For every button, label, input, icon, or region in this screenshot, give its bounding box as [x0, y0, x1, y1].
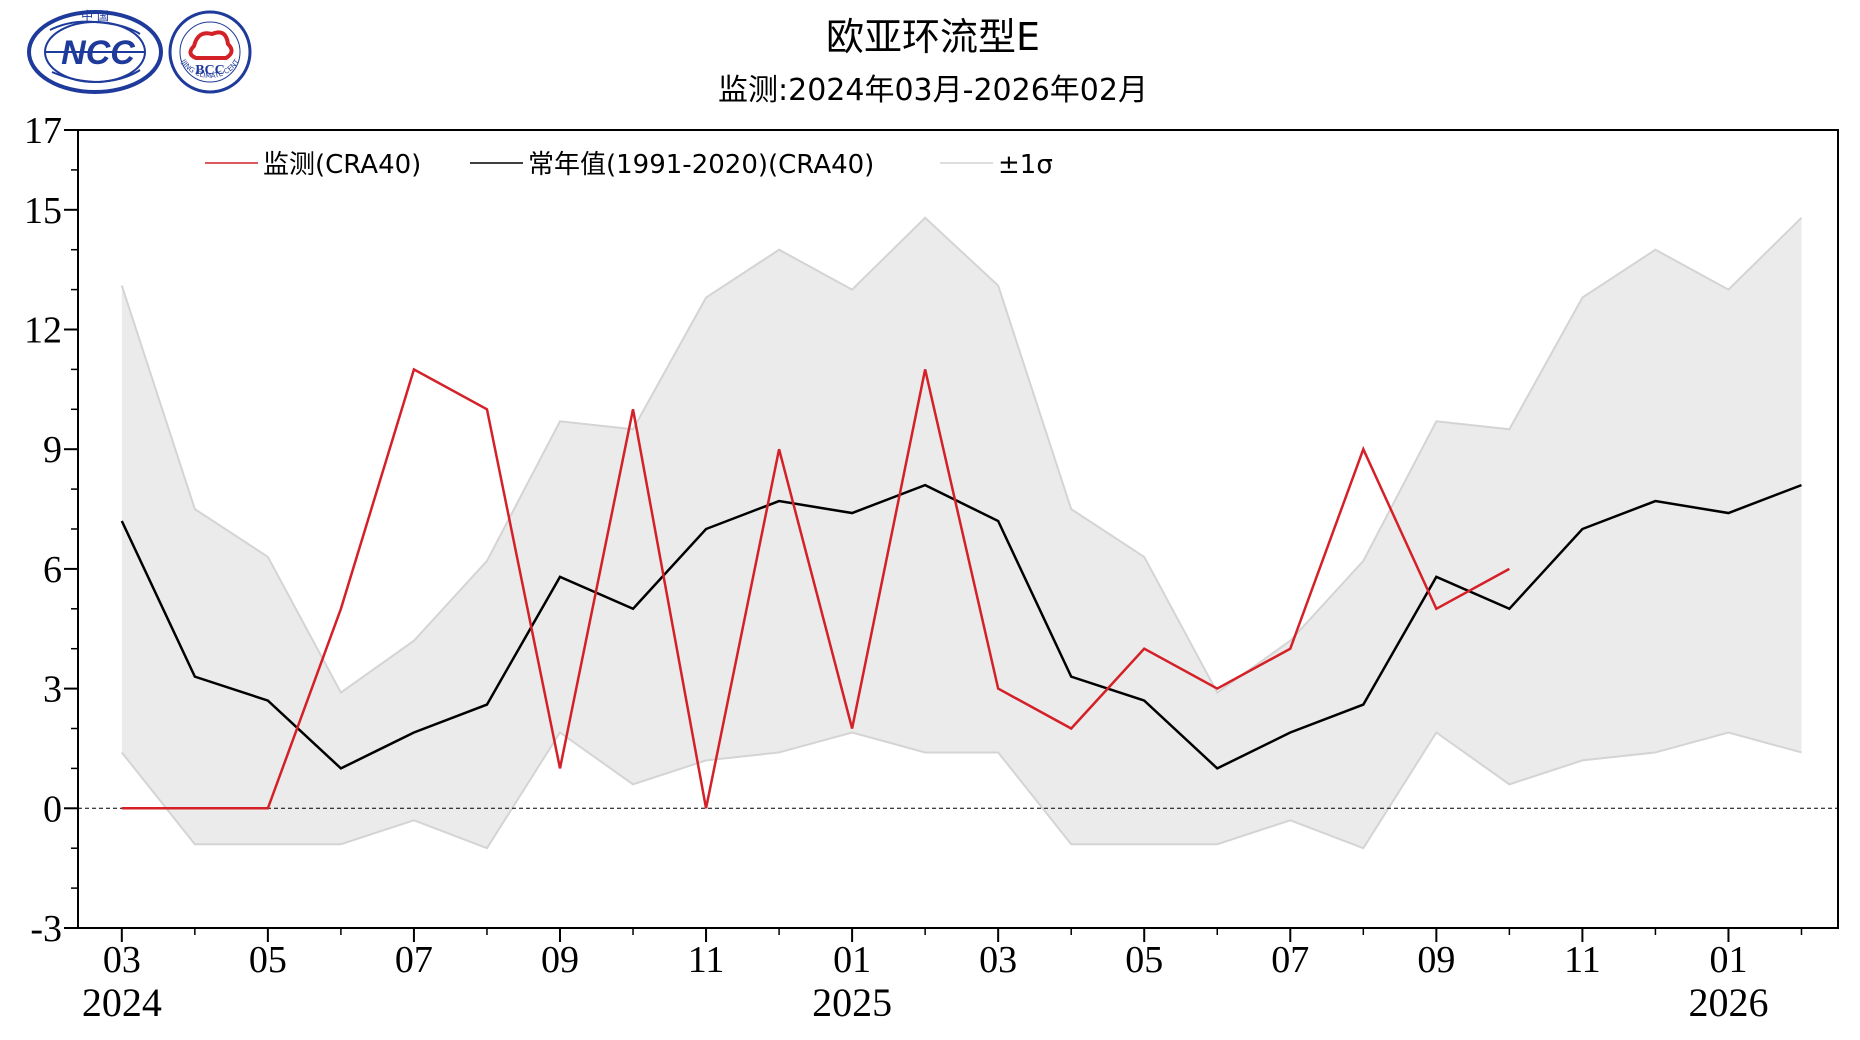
chart-title: 欧亚环流型E — [826, 15, 1040, 59]
y-tick-label: 9 — [43, 429, 62, 471]
x-tick-label: 03 — [103, 939, 141, 981]
y-tick-label: 17 — [24, 110, 62, 152]
x-tick-label: 05 — [1125, 939, 1163, 981]
y-tick-label: 0 — [43, 788, 62, 830]
x-tick-label: 01 — [1709, 939, 1747, 981]
series-lines — [120, 367, 1802, 810]
legend-label-band: ±1σ — [998, 150, 1053, 180]
x-tick-label: 05 — [249, 939, 287, 981]
y-tick-label: 3 — [43, 669, 62, 711]
y-tick-label: 6 — [43, 549, 62, 591]
x-tick-label: 01 — [833, 939, 871, 981]
y-tick-label: 12 — [24, 310, 62, 352]
legend: 监测(CRA40) 常年值(1991-2020)(CRA40) ±1σ — [205, 150, 1053, 180]
y-tick-label: -3 — [30, 908, 62, 950]
ncc-logo-top-text: 中 国 — [81, 8, 109, 23]
x-tick-label: 09 — [1417, 939, 1455, 981]
y-tick-label: 15 — [24, 190, 62, 232]
x-year-label: 2025 — [812, 980, 892, 1025]
x-tick-label: 07 — [1271, 939, 1309, 981]
sigma-band-lower-edge — [121, 731, 1802, 850]
x-year-label: 2024 — [82, 980, 162, 1025]
x-axis: 03 05 07 09 11 01 03 05 07 09 11 01 2024 2025 2026 — [82, 928, 1803, 1025]
chart-subtitle: 监测:2024年03月-2026年02月 — [718, 73, 1148, 108]
x-tick-label: 11 — [1564, 939, 1601, 981]
series-line-monitor — [121, 367, 1510, 810]
x-tick-label: 07 — [395, 939, 433, 981]
x-tick-label: 03 — [979, 939, 1017, 981]
series-line-normal — [120, 483, 1802, 770]
legend-label-normal: 常年值(1991-2020)(CRA40) — [528, 150, 874, 180]
ncc-logo-text: NCC — [61, 34, 135, 72]
ncc-logo: 中 国 NCC — [27, 8, 163, 94]
x-year-label: 2026 — [1688, 980, 1768, 1025]
sigma-band-upper-edge — [120, 216, 1803, 695]
x-tick-label: 11 — [688, 939, 725, 981]
bcc-logo-text: BCC — [195, 63, 225, 78]
x-tick-label: 09 — [541, 939, 579, 981]
y-axis: -3 0 3 6 9 12 15 17 — [24, 110, 78, 950]
legend-label-monitor: 监测(CRA40) — [263, 150, 421, 180]
